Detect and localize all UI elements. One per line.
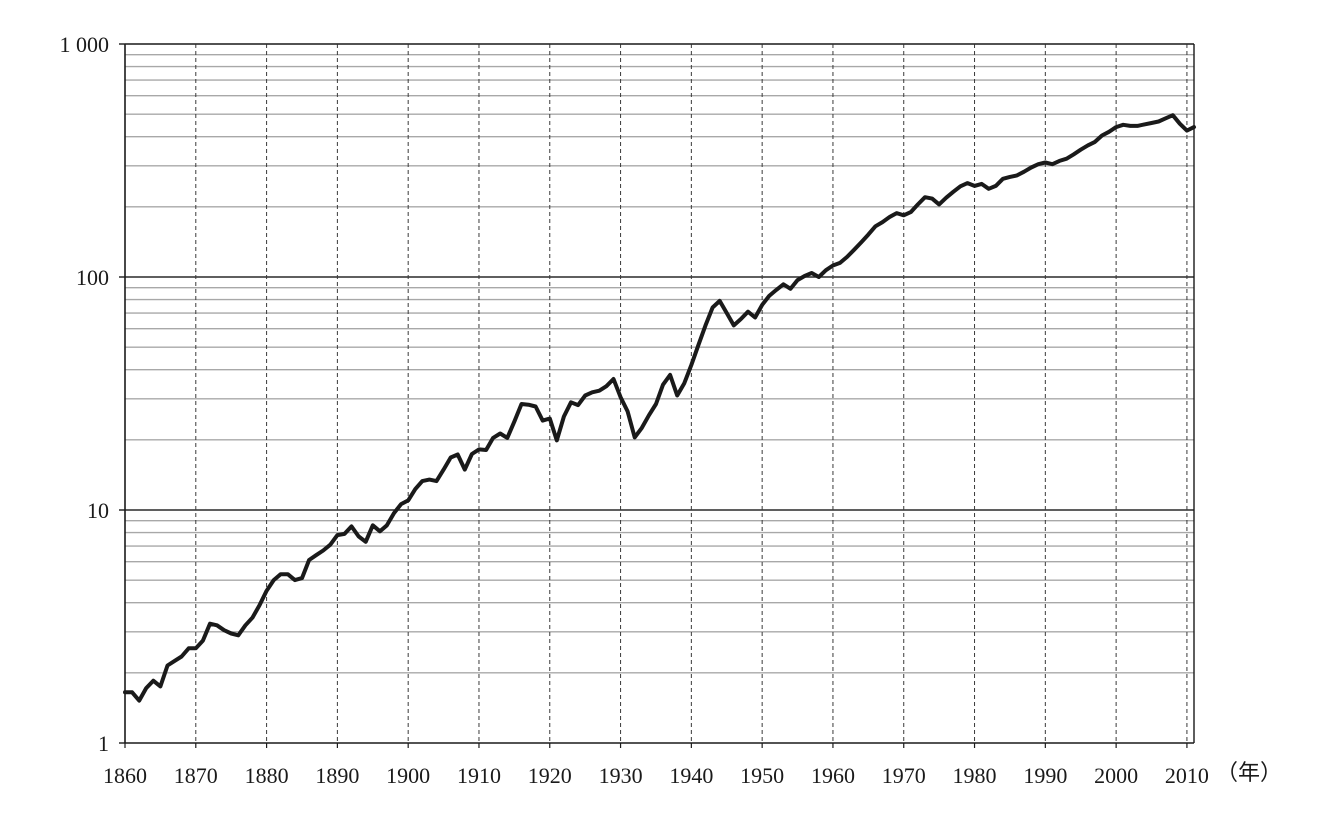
x-tick-label: 1920	[528, 763, 572, 788]
series-group	[123, 113, 1196, 703]
x-tick-label: 1900	[386, 763, 430, 788]
minor-horizontal-gridlines	[125, 53, 1194, 674]
vertical-gridlines	[195, 44, 1188, 743]
x-tick-label: 2000	[1094, 763, 1138, 788]
x-tick-label: 1870	[174, 763, 218, 788]
series-line-0	[123, 113, 1196, 703]
x-tick-label: 1950	[740, 763, 784, 788]
x-tick-label: 1970	[882, 763, 926, 788]
x-tick-label: 1990	[1023, 763, 1067, 788]
x-tick-label: 1980	[953, 763, 997, 788]
x-tick-label: 1860	[103, 763, 147, 788]
axes	[119, 43, 1195, 748]
x-tick-labels: 1860 1870 1880 1890 1900 1910 1920 1930 1940 1950…	[103, 763, 1209, 788]
x-tick-label: 2010	[1165, 763, 1209, 788]
y-tick-label: 100	[76, 265, 109, 290]
y-tick-labels: 1 10 100 1 000	[60, 32, 110, 756]
y-tick-label: 10	[87, 498, 109, 523]
x-tick-label: 1880	[245, 763, 289, 788]
x-tick-label: 1910	[457, 763, 501, 788]
y-tick-label: 1 000	[60, 32, 110, 57]
y-tick-label: 1	[98, 731, 109, 756]
x-tick-label: 1930	[599, 763, 643, 788]
x-axis-unit-label: （年）	[1216, 760, 1282, 785]
x-tick-label: 1890	[315, 763, 359, 788]
x-tick-label: 1960	[811, 763, 855, 788]
x-tick-label: 1940	[669, 763, 713, 788]
